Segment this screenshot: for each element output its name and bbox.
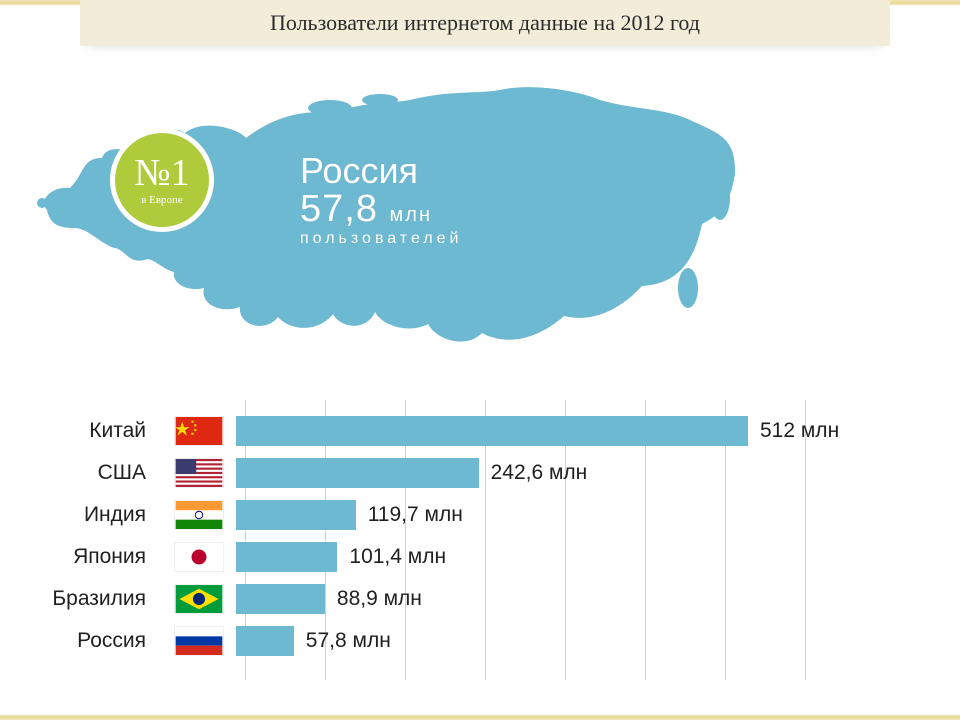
page-title: Пользователи интернетом данные на 2012 г…	[270, 10, 700, 36]
value-label: 119,7 млн	[368, 503, 463, 527]
badge-main: №1	[134, 154, 189, 192]
bar	[236, 584, 325, 614]
chart-row: США 242,6 млн	[0, 454, 960, 492]
russia-unit: млн	[390, 204, 432, 226]
title-bar: Пользователи интернетом данные на 2012 г…	[80, 0, 890, 46]
chart-row: Бразилия 88,9 млн	[0, 580, 960, 618]
flag-cn-icon	[174, 416, 224, 446]
russia-country: Россия	[300, 150, 463, 192]
value-label: 57,8 млн	[306, 629, 391, 653]
chart-row: Индия 119,7 млн	[0, 496, 960, 534]
badge-sub: в Европе	[141, 194, 183, 206]
russia-value-line: 57,8 млн	[300, 190, 463, 228]
country-label: Россия	[0, 629, 160, 653]
country-label: США	[0, 461, 160, 485]
country-label: Китай	[0, 419, 160, 443]
chart-row: Япония 101,4 млн	[0, 538, 960, 576]
russia-users-label: пользователей	[300, 230, 463, 248]
bar	[236, 626, 294, 656]
bar	[236, 458, 479, 488]
flag-br-icon	[174, 584, 224, 614]
value-label: 88,9 млн	[337, 587, 422, 611]
stage: Пользователи интернетом данные на 2012 г…	[0, 0, 960, 720]
bar	[236, 416, 748, 446]
value-label: 101,4 млн	[349, 545, 446, 569]
flag-in-icon	[174, 500, 224, 530]
flag-jp-icon	[174, 542, 224, 572]
chart-row: Россия 57,8 млн	[0, 622, 960, 660]
country-label: Бразилия	[0, 587, 160, 611]
value-label: 242,6 млн	[491, 461, 588, 485]
bar	[236, 542, 337, 572]
russia-value: 57,8	[300, 188, 378, 230]
country-label: Индия	[0, 503, 160, 527]
flag-us-icon	[174, 458, 224, 488]
bottom-gold-border	[0, 714, 960, 720]
bar-chart: Китай 512 млн США 242,6 млн Индия 119,7 млн Яп…	[0, 400, 960, 680]
value-label: 512 млн	[760, 419, 839, 443]
rank-badge: №1 в Европе	[110, 128, 214, 232]
country-label: Япония	[0, 545, 160, 569]
russia-overlay: Россия 57,8 млн пользователей	[300, 150, 463, 248]
bar	[236, 500, 356, 530]
flag-ru-icon	[174, 626, 224, 656]
chart-row: Китай 512 млн	[0, 412, 960, 450]
